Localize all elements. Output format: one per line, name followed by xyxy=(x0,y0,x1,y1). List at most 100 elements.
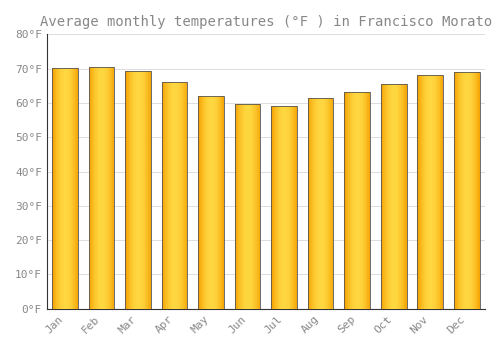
Bar xyxy=(454,72,455,309)
Bar xyxy=(348,92,349,309)
Bar xyxy=(346,92,347,309)
Bar xyxy=(186,82,187,309)
Bar xyxy=(97,67,98,309)
Bar xyxy=(168,82,169,309)
Bar xyxy=(76,68,78,309)
Bar xyxy=(398,84,399,309)
Bar xyxy=(361,92,362,309)
Bar xyxy=(383,84,384,309)
Bar xyxy=(129,71,130,309)
Bar xyxy=(147,71,148,309)
Bar xyxy=(52,68,78,309)
Bar xyxy=(60,68,62,309)
Bar xyxy=(358,92,359,309)
Bar xyxy=(352,92,354,309)
Bar xyxy=(368,92,370,309)
Bar xyxy=(138,71,139,309)
Bar xyxy=(106,67,108,309)
Bar xyxy=(280,106,281,309)
Bar xyxy=(442,76,443,309)
Bar xyxy=(432,76,433,309)
Bar xyxy=(474,72,475,309)
Bar xyxy=(244,104,245,309)
Bar xyxy=(278,106,279,309)
Bar xyxy=(420,76,422,309)
Bar xyxy=(312,98,313,309)
Bar xyxy=(148,71,149,309)
Bar xyxy=(92,67,94,309)
Bar xyxy=(438,76,439,309)
Bar xyxy=(363,92,364,309)
Bar xyxy=(308,98,334,309)
Bar xyxy=(248,104,249,309)
Bar xyxy=(290,106,291,309)
Title: Average monthly temperatures (°F ) in Francisco Morato: Average monthly temperatures (°F ) in Fr… xyxy=(40,15,492,29)
Bar xyxy=(250,104,251,309)
Bar xyxy=(90,67,91,309)
Bar xyxy=(73,68,74,309)
Bar xyxy=(286,106,288,309)
Bar xyxy=(472,72,473,309)
Bar xyxy=(140,71,141,309)
Bar xyxy=(429,76,430,309)
Bar xyxy=(275,106,276,309)
Bar xyxy=(382,84,383,309)
Bar xyxy=(389,84,390,309)
Bar xyxy=(58,68,59,309)
Bar xyxy=(388,84,389,309)
Bar xyxy=(132,71,133,309)
Bar xyxy=(434,76,436,309)
Bar xyxy=(252,104,253,309)
Bar xyxy=(384,84,385,309)
Bar xyxy=(324,98,325,309)
Bar xyxy=(464,72,465,309)
Bar xyxy=(174,82,176,309)
Bar xyxy=(246,104,247,309)
Bar xyxy=(320,98,322,309)
Bar xyxy=(418,76,420,309)
Bar xyxy=(356,92,357,309)
Bar xyxy=(65,68,66,309)
Bar xyxy=(284,106,285,309)
Bar xyxy=(319,98,320,309)
Bar xyxy=(465,72,466,309)
Bar xyxy=(390,84,391,309)
Bar xyxy=(423,76,424,309)
Bar xyxy=(354,92,356,309)
Bar xyxy=(331,98,332,309)
Bar xyxy=(313,98,314,309)
Bar xyxy=(274,106,275,309)
Bar xyxy=(386,84,388,309)
Bar xyxy=(347,92,348,309)
Bar xyxy=(424,76,425,309)
Bar xyxy=(211,96,212,309)
Bar xyxy=(205,96,206,309)
Bar xyxy=(170,82,171,309)
Bar xyxy=(181,82,182,309)
Bar xyxy=(102,67,103,309)
Bar xyxy=(397,84,398,309)
Bar xyxy=(128,71,129,309)
Bar xyxy=(430,76,431,309)
Bar xyxy=(259,104,260,309)
Bar xyxy=(349,92,350,309)
Bar xyxy=(146,71,147,309)
Bar xyxy=(131,71,132,309)
Bar xyxy=(54,68,55,309)
Bar xyxy=(345,92,346,309)
Bar xyxy=(254,104,256,309)
Bar xyxy=(63,68,64,309)
Bar xyxy=(439,76,440,309)
Bar xyxy=(479,72,480,309)
Bar xyxy=(150,71,151,309)
Bar xyxy=(258,104,259,309)
Bar xyxy=(454,72,479,309)
Bar xyxy=(440,76,441,309)
Bar xyxy=(204,96,205,309)
Bar xyxy=(136,71,137,309)
Bar xyxy=(64,68,65,309)
Bar xyxy=(180,82,181,309)
Bar xyxy=(328,98,329,309)
Bar xyxy=(104,67,105,309)
Bar xyxy=(208,96,209,309)
